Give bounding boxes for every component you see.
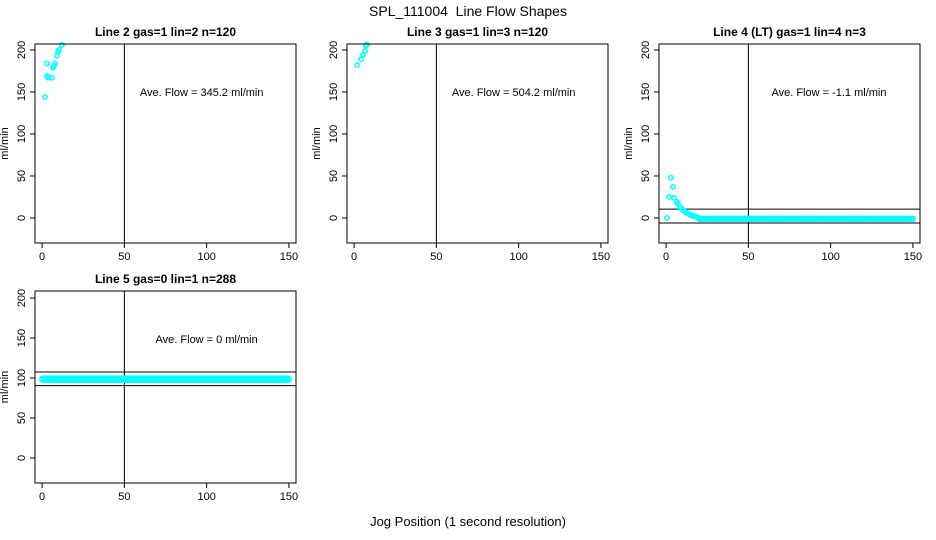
- y-tick-label: 50: [16, 170, 28, 182]
- ave-flow-annotation: Ave. Flow = 504.2 ml/min: [452, 87, 576, 99]
- data-point: [663, 215, 670, 221]
- plot-box: [34, 43, 297, 244]
- panel-4: 0 50 100 150 0 50 100 150 200 ml/min Line 5 gas=0 …: [0, 272, 298, 503]
- y-tick-label: 50: [328, 170, 340, 182]
- x-tick-label: 100: [197, 251, 215, 263]
- y-axis-label: ml/min: [0, 371, 11, 403]
- y-tick-label: 200: [16, 289, 28, 307]
- panel-title: Line 4 (LT) gas=1 lin=4 n=3: [713, 25, 866, 39]
- data-point: [363, 41, 370, 48]
- x-tick-label: 0: [39, 251, 45, 263]
- ave-flow-annotation: Ave. Flow = -1.1 ml/min: [771, 87, 886, 99]
- x-tick-label: 150: [280, 251, 298, 263]
- x-tick-label: 0: [351, 251, 357, 263]
- data-point: [361, 47, 368, 54]
- x-tick-label: 50: [742, 251, 754, 263]
- data-point: [909, 215, 917, 222]
- panel-3: 0 50 100 150 0 50 100 150 200 ml/min Line 4 (LT) g…: [623, 25, 922, 263]
- x-tick-label: 150: [592, 251, 610, 263]
- x-tick-label: 100: [821, 251, 839, 263]
- data-point: [56, 47, 62, 53]
- data-point: [284, 375, 292, 384]
- data-point: [52, 60, 59, 67]
- ave-flow-annotation: Ave. Flow = 0 ml/min: [156, 334, 258, 346]
- y-tick-label: 0: [328, 215, 340, 221]
- panel-title: Line 5 gas=0 lin=1 n=288: [95, 272, 236, 286]
- y-tick-label: 100: [640, 125, 652, 143]
- ave-flow-annotation: Ave. Flow = 345.2 ml/min: [140, 87, 264, 99]
- y-axis-label: ml/min: [623, 127, 635, 159]
- data-point: [668, 174, 674, 181]
- y-tick-label: 0: [640, 215, 652, 221]
- y-tick-label: 0: [16, 455, 28, 461]
- x-tick-label: 50: [118, 251, 130, 263]
- data-point: [354, 62, 360, 69]
- y-tick-label: 150: [640, 83, 652, 101]
- data-point: [671, 194, 677, 201]
- x-tick-label: 100: [509, 251, 527, 263]
- data-point: [44, 60, 50, 67]
- y-tick-label: 150: [16, 83, 28, 101]
- plot-box: [658, 43, 921, 244]
- y-tick-label: 100: [16, 125, 28, 143]
- y-tick-label: 50: [16, 412, 28, 424]
- y-tick-label: 200: [16, 41, 28, 59]
- x-tick-label: 150: [280, 491, 298, 503]
- x-tick-label: 50: [430, 251, 442, 263]
- x-tick-label: 150: [904, 251, 922, 263]
- data-point: [666, 194, 672, 200]
- x-tick-label: 50: [118, 491, 130, 503]
- y-tick-label: 150: [328, 83, 340, 101]
- panel-1: 0 50 100 150 0 50 100 150 200 ml/min Line 2 gas=1 …: [0, 25, 298, 263]
- data-point: [42, 94, 48, 100]
- plot-box: [34, 290, 297, 484]
- x-tick-label: 0: [663, 251, 669, 263]
- panel-2: 0 50 100 150 0 50 100 150 200 ml/min Line 3 gas=1 …: [311, 25, 610, 263]
- panel-title: Line 3 gas=1 lin=3 n=120: [407, 25, 548, 39]
- data-point: [58, 41, 65, 48]
- data-point: [49, 74, 55, 81]
- y-axis-label: ml/min: [311, 127, 323, 159]
- x-axis-label: Jog Position (1 second resolution): [370, 514, 566, 529]
- y-tick-label: 100: [328, 125, 340, 143]
- y-tick-label: 100: [16, 369, 28, 387]
- y-tick-label: 200: [328, 41, 340, 59]
- plot-box: [346, 43, 609, 244]
- x-tick-label: 0: [39, 491, 45, 503]
- y-tick-label: 0: [16, 215, 28, 221]
- x-tick-label: 100: [197, 491, 215, 503]
- data-point: [670, 183, 676, 190]
- panel-title: Line 2 gas=1 lin=2 n=120: [95, 25, 236, 39]
- y-tick-label: 200: [640, 41, 652, 59]
- figure-title: SPL_111004 Line Flow Shapes: [369, 3, 567, 19]
- data-point: [695, 214, 702, 221]
- y-tick-label: 150: [16, 329, 28, 347]
- y-tick-label: 50: [640, 170, 652, 182]
- y-axis-label: ml/min: [0, 127, 11, 159]
